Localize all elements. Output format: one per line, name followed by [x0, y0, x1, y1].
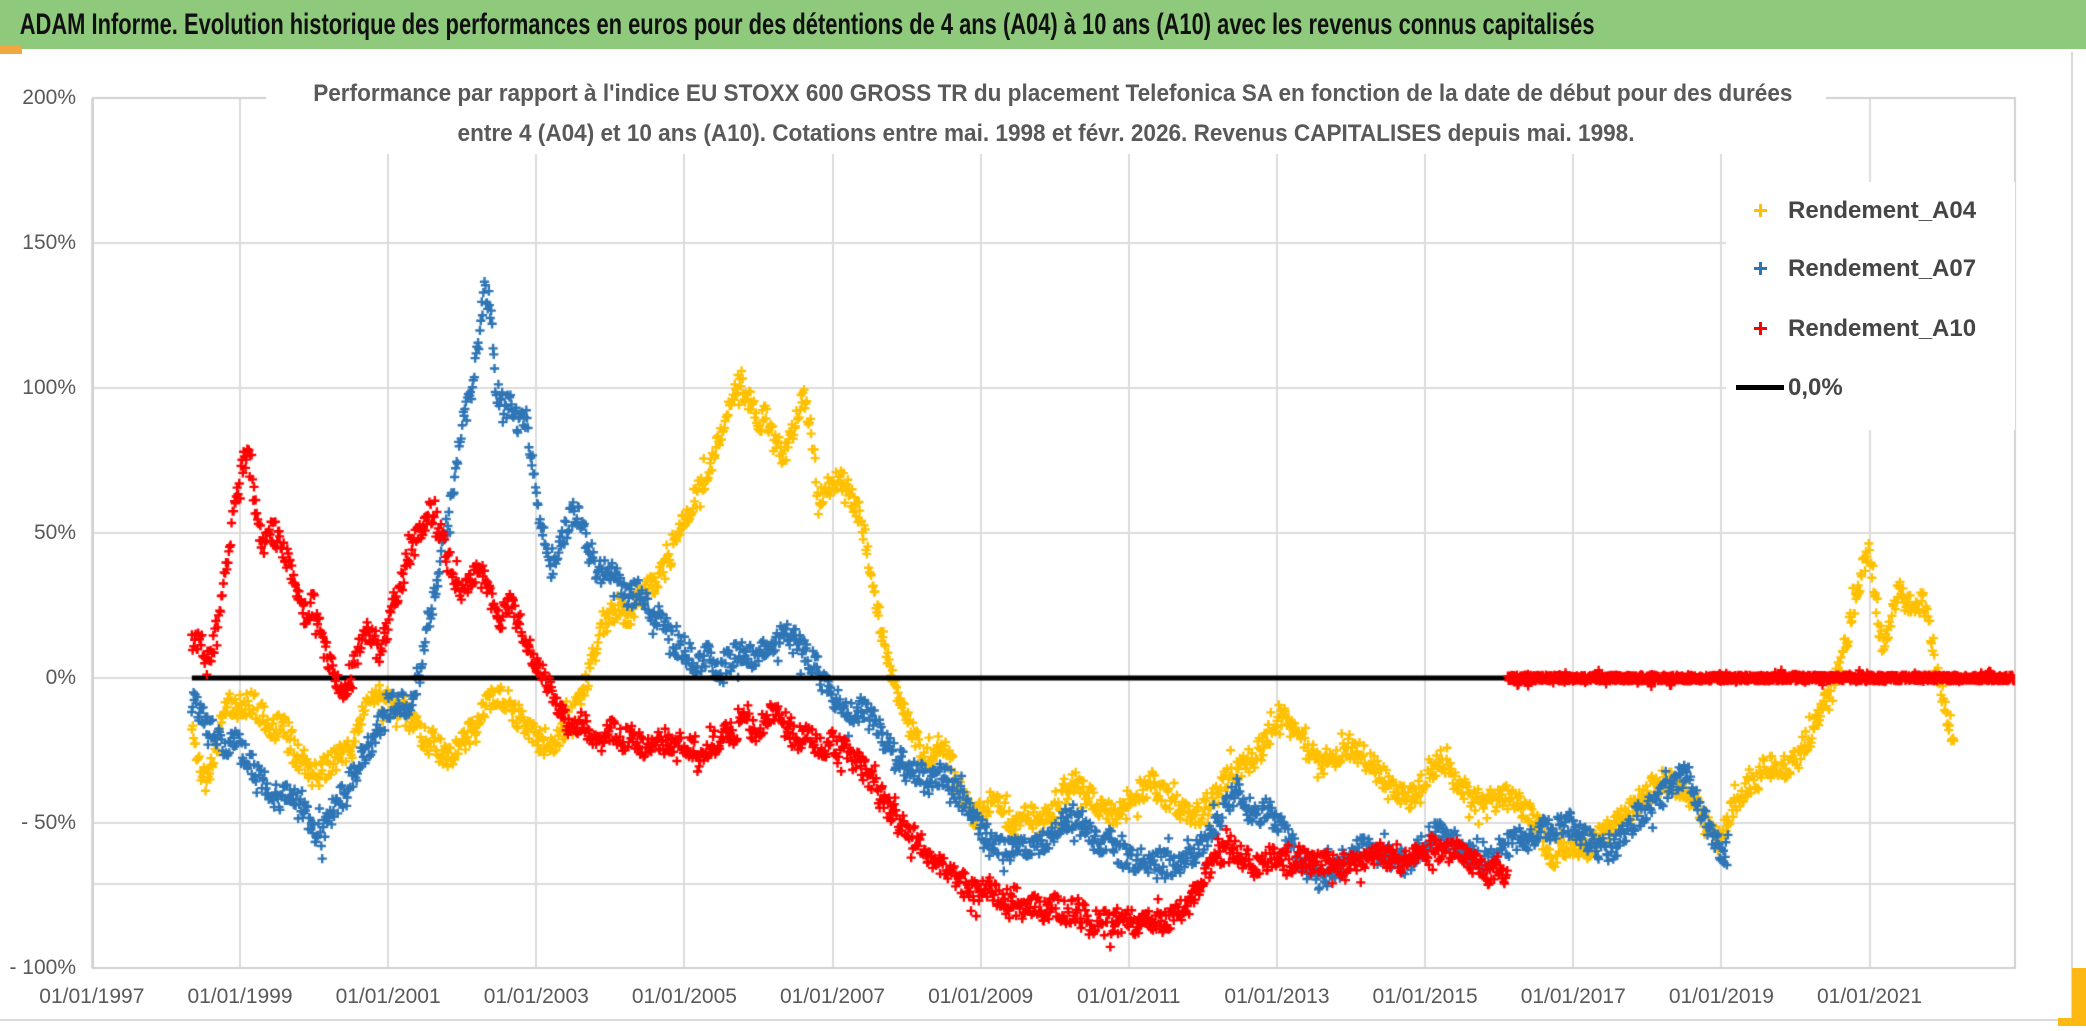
y-axis-tick-label: 150%	[22, 231, 76, 254]
plus-marker-icon	[1754, 322, 1767, 335]
chart-legend[interactable]: Rendement_A04 Rendement_A07 Rendement_A10 0…	[1726, 182, 2015, 430]
x-axis-tick-label: 01/01/2015	[1372, 985, 1478, 1008]
title-accent-chip	[0, 45, 22, 54]
sheet-title: ADAM Informe. Evolution historique des p…	[19, 7, 1595, 41]
y-axis-tick-label: - 50%	[21, 811, 76, 834]
chart-right-border	[2071, 52, 2073, 1019]
legend-label: Rendement_A10	[1788, 315, 1977, 342]
legend-label: Rendement_A07	[1788, 255, 1977, 282]
x-axis-tick-label: 01/01/2009	[928, 985, 1034, 1008]
x-axis-tick-label: 01/01/2021	[1816, 985, 1923, 1008]
y-axis-tick-label: 200%	[22, 86, 76, 109]
x-axis-tick-label: 01/01/2013	[1224, 985, 1330, 1008]
x-axis-tick-label: 01/01/2001	[335, 985, 441, 1008]
x-axis-tick-label: 01/01/2005	[631, 985, 737, 1008]
x-axis-tick-label: 01/01/2003	[483, 985, 589, 1008]
legend-item-rendement-a07[interactable]: Rendement_A07	[1726, 255, 2015, 283]
y-axis-tick-label: 0%	[45, 666, 76, 689]
sheet-bottom-rule	[0, 1019, 2086, 1021]
x-axis-tick-label: 01/01/2019	[1668, 985, 1774, 1008]
x-axis-tick-label: 01/01/2007	[779, 985, 886, 1008]
legend-label: Rendement_A04	[1788, 197, 1977, 224]
x-axis-tick-label: 01/01/2011	[1077, 985, 1181, 1008]
chart-title-line-1: Performance par rapport à l'indice EU ST…	[313, 80, 1793, 107]
corner-accent-horizontal	[2058, 1018, 2086, 1026]
plus-marker-icon	[1754, 262, 1767, 275]
chart-title-box[interactable]: Performance par rapport à l'indice EU ST…	[266, 74, 1826, 154]
y-axis-tick-label: - 100%	[9, 956, 76, 979]
x-axis-tick-label: 01/01/1999	[187, 985, 293, 1008]
legend-item-0-0-[interactable]: 0,0%	[1726, 374, 2015, 402]
plus-marker-icon	[1754, 204, 1767, 217]
legend-label: 0,0%	[1788, 374, 1843, 401]
x-axis-tick-label: 01/01/2017	[1520, 985, 1626, 1008]
legend-item-rendement-a10[interactable]: Rendement_A10	[1726, 315, 2015, 343]
y-axis-tick-label: 100%	[22, 376, 76, 399]
x-axis-tick-label: 01/01/1997	[39, 985, 145, 1008]
line-marker-icon	[1736, 385, 1784, 390]
corner-accent-vertical	[2072, 968, 2086, 1026]
legend-item-rendement-a04[interactable]: Rendement_A04	[1726, 197, 2015, 225]
y-axis-tick-label: 50%	[33, 521, 76, 544]
chart-title-line-2: entre 4 (A04) et 10 ans (A10). Cotations…	[457, 120, 1635, 147]
sheet-title-bar: ADAM Informe. Evolution historique des p…	[0, 0, 2086, 49]
